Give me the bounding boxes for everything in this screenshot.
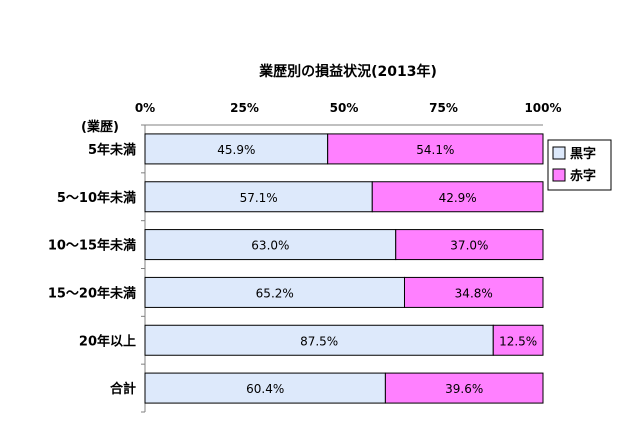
- data-label: 65.2%: [256, 286, 294, 300]
- data-label: 63.0%: [251, 239, 289, 253]
- bar-profit: [144, 324, 494, 356]
- data-label: 45.9%: [217, 143, 255, 157]
- bar-loss: [492, 324, 544, 356]
- x-tick-label: 75%: [429, 101, 458, 115]
- data-label: 34.8%: [455, 286, 493, 300]
- data-label: 37.0%: [450, 239, 488, 253]
- category-label: 15～20年未満: [48, 285, 136, 301]
- x-tick-label: 0%: [135, 101, 155, 115]
- data-label: 42.9%: [439, 191, 477, 205]
- legend-label: 黒字: [570, 146, 596, 162]
- legend-swatch: [552, 168, 566, 182]
- legend-swatch: [552, 146, 566, 160]
- category-label: 10～15年未満: [48, 238, 136, 254]
- bar-loss: [327, 133, 544, 165]
- x-tick-label: 50%: [330, 101, 359, 115]
- bar-loss: [371, 181, 544, 213]
- x-tick-label: 25%: [230, 101, 259, 115]
- plot-area: 0% 25% 50% 75% 100% 5年未満 45.9% 54.1% 5～10年未満 57.1…: [48, 101, 562, 413]
- x-tick-label: 100%: [524, 101, 561, 115]
- y-axis-label: (業歴): [81, 119, 119, 135]
- category-label: 5年未満: [88, 142, 136, 158]
- data-label: 87.5%: [300, 334, 338, 348]
- bar-profit: [144, 276, 405, 308]
- category-label: 合計: [110, 381, 136, 397]
- data-label: 57.1%: [240, 191, 278, 205]
- bar-profit: [144, 229, 397, 261]
- bar-loss: [395, 229, 544, 261]
- data-label: 60.4%: [246, 382, 284, 396]
- bar-loss: [384, 372, 544, 404]
- category-label: 20年以上: [79, 333, 136, 349]
- bar-profit: [144, 372, 386, 404]
- bar-loss: [403, 276, 544, 308]
- data-label: 39.6%: [445, 382, 483, 396]
- data-label: 54.1%: [416, 143, 454, 157]
- bar-profit: [144, 181, 373, 213]
- category-label: 5～10年未満: [57, 190, 136, 206]
- data-label: 12.5%: [499, 334, 537, 348]
- chart-title: 業歴別の損益状況(2013年): [258, 63, 437, 80]
- legend-label: 赤字: [570, 168, 596, 184]
